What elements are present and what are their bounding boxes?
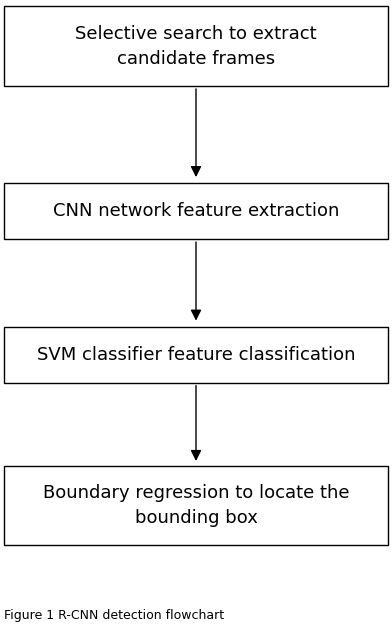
FancyBboxPatch shape <box>4 183 388 239</box>
Text: CNN network feature extraction: CNN network feature extraction <box>53 202 339 220</box>
FancyBboxPatch shape <box>4 327 388 383</box>
Text: SVM classifier feature classification: SVM classifier feature classification <box>37 346 355 364</box>
FancyBboxPatch shape <box>4 6 388 86</box>
Text: Selective search to extract
candidate frames: Selective search to extract candidate fr… <box>75 25 317 68</box>
Text: Boundary regression to locate the
bounding box: Boundary regression to locate the boundi… <box>43 484 349 527</box>
FancyBboxPatch shape <box>4 466 388 545</box>
Text: Figure 1 R-CNN detection flowchart: Figure 1 R-CNN detection flowchart <box>4 609 224 622</box>
